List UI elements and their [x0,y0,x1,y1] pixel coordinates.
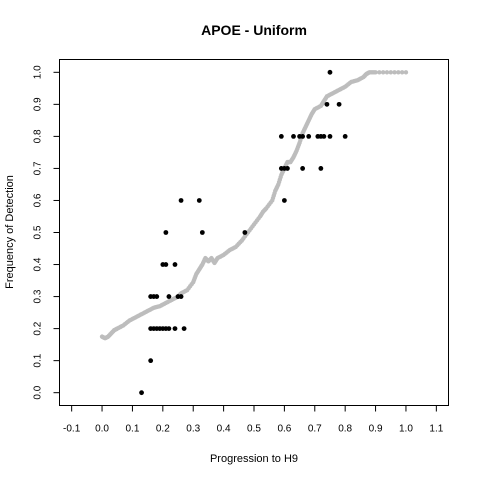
observed-point [336,101,342,107]
observed-point [327,133,333,139]
observed-point [178,294,184,299]
observed-point [178,198,184,203]
observed-point [342,133,348,139]
x-tick-label: 1.1 [429,424,443,435]
observed-point [306,133,312,139]
x-tick-label: 0.3 [186,424,200,435]
observed-point [148,358,154,364]
observed-point [172,326,178,332]
x-tick-label: 0.6 [277,424,291,435]
y-axis: 0.0 0.1 0.2 0.3 0.4 0.5 0.6 0.7 0.8 0.9 1.0 [33,65,60,400]
observed-point [278,133,284,139]
fitted-point [396,70,401,75]
observed-point [181,326,187,332]
fitted-point [403,70,409,75]
observed-point [196,198,202,203]
fitted-point [377,70,382,75]
observed-point [242,230,248,235]
observed-series [139,69,348,396]
x-tick-label: 0.2 [156,424,170,435]
fitted-series [99,70,409,341]
observed-point [300,166,306,171]
x-tick-label: 0.5 [247,424,261,435]
y-tick-label: 0.3 [33,289,44,303]
x-axis-label: Progression to H9 [210,453,298,465]
fitted-point [392,70,397,75]
y-tick-label: 0.2 [33,321,44,335]
observed-point [166,326,172,332]
observed-point [199,230,205,235]
x-tick-label: 0.7 [308,424,322,435]
observed-point [166,294,172,299]
y-tick-label: 0.6 [33,193,44,207]
observed-point [172,262,178,267]
x-tick-label: 0.9 [369,424,383,435]
y-tick-label: 0.8 [33,129,44,143]
fitted-point [399,70,405,75]
observed-point [300,133,306,139]
x-axis: -0.1 0.0 0.1 0.2 0.3 0.4 0.5 0.6 0.7 0.8 0.9 1.0 1.1 [63,405,444,435]
fitted-point [373,70,378,75]
y-tick-label: 0.1 [33,353,44,367]
observed-point [324,101,330,107]
x-tick-label: 0.8 [338,424,352,435]
observed-point [139,390,144,396]
observed-point [163,230,169,235]
y-tick-label: 1.0 [33,65,44,79]
observed-point [154,294,160,299]
observed-point [281,198,287,203]
chart-title: APOE - Uniform [201,22,307,38]
y-tick-label: 0.7 [33,161,44,175]
x-tick-label: -0.1 [63,424,81,435]
y-axis-label: Frequency of Detection [4,175,16,289]
observed-point [163,262,169,267]
y-tick-label: 0.4 [33,257,44,271]
fitted-point [388,70,393,75]
y-tick-label: 0.0 [33,385,44,399]
observed-point [291,133,296,139]
observed-point [285,166,290,171]
fitted-point [384,70,390,75]
x-tick-label: 0.1 [125,424,139,435]
y-tick-label: 0.5 [33,225,44,239]
observed-point [318,166,324,171]
observed-point [327,69,333,75]
observed-point [321,133,327,139]
x-tick-label: 1.0 [399,424,413,435]
fitted-point [380,70,386,75]
plot-frame [59,59,449,406]
x-tick-label: 0.4 [217,424,231,435]
x-tick-label: 0.0 [95,424,109,435]
y-tick-label: 0.9 [33,97,44,111]
